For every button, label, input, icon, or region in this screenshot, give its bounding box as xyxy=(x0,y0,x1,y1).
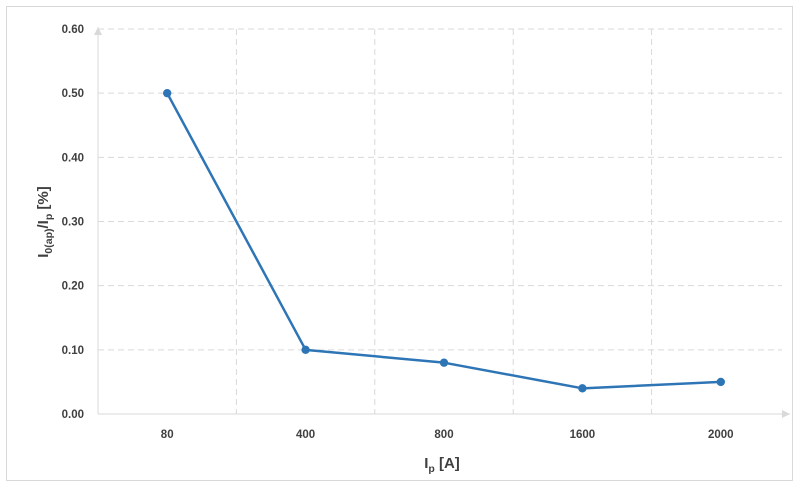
x-tick-label: 800 xyxy=(434,429,453,441)
y-axis-title: I0(ap)/Ip [%] xyxy=(35,186,55,258)
grid-lines xyxy=(98,28,782,414)
x-axis-title: Ip [A] xyxy=(424,455,460,475)
y-tick-labels: 0.00 0.10 0.20 0.30 0.40 0.50 0.60 xyxy=(62,24,84,421)
y-tick-label: 0.30 xyxy=(62,217,84,229)
chart-frame xyxy=(6,6,793,481)
y-axis-arrow xyxy=(94,27,102,35)
x-tick-label: 400 xyxy=(296,429,315,441)
y-tick-label: 0.00 xyxy=(62,409,84,421)
data-point xyxy=(578,384,587,393)
x-tick-label: 2000 xyxy=(708,429,734,441)
y-tick-label: 0.20 xyxy=(62,281,84,293)
data-point xyxy=(439,358,449,367)
y-tick-label: 0.60 xyxy=(62,24,84,36)
series-group xyxy=(163,88,725,393)
y-tick-label: 0.40 xyxy=(62,152,84,164)
y-tick-label: 0.50 xyxy=(62,88,84,100)
x-tick-label: 1600 xyxy=(570,429,596,441)
x-tick-label: 80 xyxy=(161,429,174,441)
data-point xyxy=(163,88,172,98)
data-point xyxy=(716,377,725,387)
axes xyxy=(94,27,790,418)
y-tick-label: 0.10 xyxy=(62,345,84,357)
series-line xyxy=(166,92,721,390)
x-axis-arrow xyxy=(782,410,790,418)
data-point xyxy=(301,345,310,355)
x-tick-labels: 80 400 800 1600 2000 xyxy=(161,429,734,441)
